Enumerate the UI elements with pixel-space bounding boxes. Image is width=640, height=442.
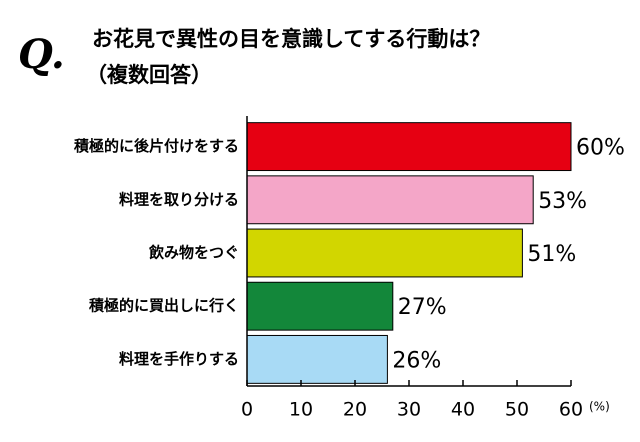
bar — [246, 122, 572, 172]
x-axis-label: (%) — [589, 400, 610, 414]
q-icon: Q. — [18, 31, 65, 78]
y-tick-label: 料理を手作りする — [119, 350, 239, 368]
value-label: 53% — [538, 189, 587, 214]
x-tick-label: 30 — [397, 399, 421, 421]
x-tick-label: 20 — [343, 399, 367, 421]
x-tick-label: 0 — [241, 399, 253, 421]
y-tick-label: 料理を取り分ける — [119, 190, 239, 208]
bar — [246, 334, 388, 384]
x-tick-label: 60 — [559, 399, 583, 421]
y-tick-label: 積極的に後片付けをする — [73, 137, 239, 155]
bar — [246, 228, 523, 278]
bar — [246, 281, 394, 331]
bar — [246, 175, 534, 225]
x-tick-label: 50 — [505, 399, 529, 421]
y-tick-label: 飲み物をつぐ — [148, 244, 239, 262]
chart-subtitle: （複数回答） — [86, 63, 212, 87]
value-label: 51% — [527, 242, 576, 267]
value-label: 26% — [392, 348, 441, 373]
y-tick-label: 積極的に買出しに行く — [88, 297, 239, 315]
chart-title: お花見で異性の目を意識してする行動は？ — [92, 27, 490, 51]
value-label: 60% — [576, 136, 625, 161]
value-label: 27% — [398, 295, 447, 320]
x-tick-label: 40 — [451, 399, 475, 421]
x-tick-label: 10 — [289, 399, 313, 421]
